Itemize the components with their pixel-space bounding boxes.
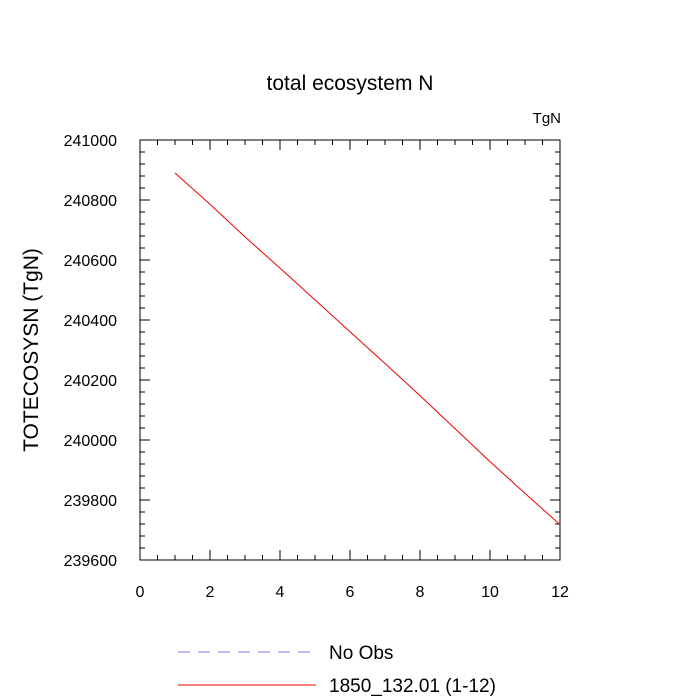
units-label: TgN bbox=[533, 110, 561, 127]
axis-ticks: 0 2 4 6 8 10 12 239600 239800 240000 240200 240400 2… bbox=[64, 133, 569, 601]
x-tick-label: 8 bbox=[416, 584, 425, 601]
series-lines bbox=[174, 172, 561, 525]
legend-label: No Obs bbox=[329, 643, 393, 664]
y-tick-label: 239800 bbox=[64, 493, 117, 510]
y-tick-label: 240000 bbox=[64, 433, 117, 450]
x-tick-label: 10 bbox=[481, 584, 499, 601]
y-tick-label: 239600 bbox=[64, 553, 117, 570]
chart-title: total ecosystem N bbox=[267, 72, 434, 95]
y-tick-label: 240600 bbox=[64, 253, 117, 270]
series-line bbox=[174, 172, 561, 525]
y-tick-label: 240200 bbox=[64, 373, 117, 390]
y-tick-label: 241000 bbox=[64, 133, 117, 150]
x-tick-label: 12 bbox=[551, 584, 569, 601]
x-tick-label: 4 bbox=[276, 584, 285, 601]
x-tick-label: 2 bbox=[206, 584, 215, 601]
x-tick-label: 0 bbox=[136, 584, 145, 601]
y-axis-label: TOTECOSYSN (TgN) bbox=[20, 248, 43, 452]
plot-frame bbox=[139, 139, 561, 561]
x-tick-label: 6 bbox=[346, 584, 355, 601]
legend-label: 1850_132.01 (1-12) bbox=[329, 676, 496, 697]
legend: No Obs 1850_132.01 (1-12) bbox=[178, 643, 496, 697]
y-tick-label: 240800 bbox=[64, 193, 117, 210]
y-tick-label: 240400 bbox=[64, 313, 117, 330]
